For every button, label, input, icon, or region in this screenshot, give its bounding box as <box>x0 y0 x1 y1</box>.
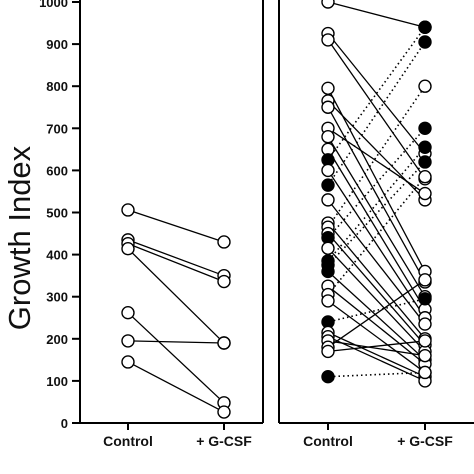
control-point-open <box>121 203 135 217</box>
dotted-connector <box>333 299 420 322</box>
y-tick-label: 400 <box>46 248 68 263</box>
gcsf-point-open <box>418 334 432 348</box>
y-tick-label: 200 <box>46 332 68 347</box>
solid-connector <box>133 364 219 410</box>
gcsf-point-open <box>217 336 231 350</box>
control-point-filled <box>321 178 335 192</box>
category-label-control: Control <box>103 433 153 449</box>
category-label-gcsf: + G-CSF <box>397 433 453 449</box>
control-point-open <box>321 130 335 144</box>
control-point-open <box>121 242 135 256</box>
control-point-open <box>321 100 335 114</box>
control-point-open <box>121 305 135 320</box>
gcsf-point-open <box>418 348 432 363</box>
control-point-open <box>321 81 335 96</box>
control-point-open <box>321 193 335 207</box>
gcsf-point-filled <box>418 20 432 34</box>
dotted-connector <box>331 151 422 257</box>
control-point-open <box>321 241 335 255</box>
gcsf-point-open <box>217 274 231 289</box>
solid-connector <box>333 334 420 375</box>
solid-connector <box>331 237 422 342</box>
solid-connector <box>131 252 221 340</box>
y-tick-label: 900 <box>46 37 68 52</box>
gcsf-point-open <box>418 273 432 287</box>
control-point-filled <box>321 369 335 384</box>
y-tick-label: 300 <box>46 290 68 305</box>
solid-connector <box>133 340 219 344</box>
y-tick-label: 700 <box>46 121 68 136</box>
solid-connector <box>332 131 421 191</box>
solid-connector <box>330 175 423 314</box>
solid-connector <box>332 303 421 370</box>
control-point-filled <box>321 264 335 279</box>
gcsf-point-open <box>418 186 432 201</box>
solid-connector <box>133 245 219 280</box>
solid-connector <box>333 340 420 352</box>
dotted-connector <box>330 31 423 156</box>
solid-connector <box>331 204 422 320</box>
y-tick-label: 800 <box>46 79 68 94</box>
y-tick-label: 600 <box>46 163 68 178</box>
control-point-open <box>121 334 135 348</box>
gcsf-point-open <box>418 79 432 93</box>
control-point-open <box>321 0 335 9</box>
gcsf-point-open <box>217 235 231 249</box>
solid-connector <box>131 316 221 400</box>
gcsf-point-filled <box>418 155 432 169</box>
x-axis-labels: Control + G-CSF Control + G-CSF <box>103 433 453 449</box>
solid-connector <box>133 211 219 241</box>
solid-connector <box>330 93 423 267</box>
dotted-connector <box>330 90 423 223</box>
control-point-open <box>321 344 335 359</box>
gcsf-point-filled <box>418 121 432 136</box>
gcsf-point-filled <box>418 35 432 49</box>
control-point-open <box>321 294 335 308</box>
y-tick-label: 500 <box>46 206 68 221</box>
control-point-open <box>321 33 335 47</box>
solid-connector <box>331 227 422 335</box>
category-label-control: Control <box>303 433 353 449</box>
y-axis-label: Growth Index <box>2 145 37 330</box>
solid-connector <box>331 37 422 150</box>
dotted-connector <box>331 180 422 291</box>
y-tick-label: 100 <box>46 374 68 389</box>
solid-connector <box>333 341 420 356</box>
solid-connector <box>332 289 421 361</box>
gcsf-point-filled <box>418 292 432 306</box>
solid-connector <box>333 2 420 27</box>
solid-connector <box>330 154 423 305</box>
control-point-open <box>321 163 335 178</box>
solid-connector <box>333 338 420 380</box>
solid-connector <box>332 282 421 345</box>
gcsf-point-filled <box>418 140 432 154</box>
control-point-open <box>121 355 135 369</box>
panel-left <box>80 0 264 430</box>
solid-connector <box>330 141 423 292</box>
solid-connector <box>331 252 422 348</box>
dotted-connector <box>333 371 420 378</box>
gcsf-point-open <box>418 170 432 184</box>
y-tick-label: 0 <box>61 416 68 431</box>
gcsf-point-open <box>217 405 231 419</box>
solid-connector <box>330 44 423 175</box>
panel-right <box>278 0 474 430</box>
gcsf-point-open <box>418 365 432 380</box>
solid-connector <box>133 241 219 275</box>
gcsf-point-open <box>418 317 432 331</box>
y-tick-label: 1000 <box>39 0 68 10</box>
y-axis: 0 100 200 300 400 500 600 700 800 900 1000 <box>39 0 81 431</box>
category-label-gcsf: + G-CSF <box>196 433 252 449</box>
